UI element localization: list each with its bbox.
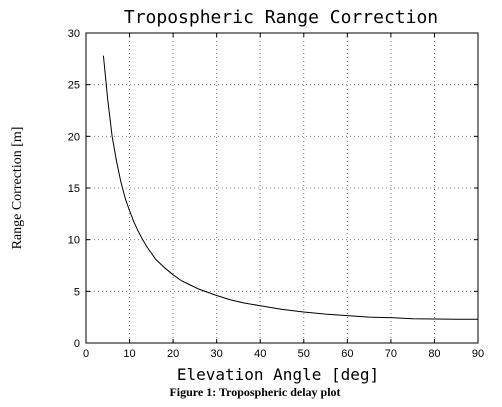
y-tick-label: 5 xyxy=(74,286,80,298)
y-tick-label: 15 xyxy=(68,183,80,195)
x-tick-label: 40 xyxy=(254,348,266,360)
x-tick-label: 50 xyxy=(298,348,310,360)
x-tick-label: 60 xyxy=(341,348,353,360)
x-tick-label: 80 xyxy=(428,348,440,360)
x-axis-label: Elevation Angle [deg] xyxy=(177,365,379,384)
x-tick-label: 20 xyxy=(167,348,179,360)
y-tick-label: 0 xyxy=(74,338,80,350)
y-tick-label: 20 xyxy=(68,131,80,143)
ticks: 0 10 20 30 40 50 60 70 80 90 0 5 10 15 20 25 30 xyxy=(68,28,484,360)
y-tick-label: 30 xyxy=(68,28,80,40)
figure-caption: Figure 1: Tropospheric delay plot xyxy=(169,385,340,399)
x-tick-label: 90 xyxy=(472,348,484,360)
y-axis-label: Range Correction [m] xyxy=(10,127,25,250)
series-layer xyxy=(102,55,478,320)
chart-title: Tropospheric Range Correction xyxy=(124,7,438,28)
series-line xyxy=(102,55,478,320)
x-tick-label: 70 xyxy=(385,348,397,360)
x-tick-label: 10 xyxy=(123,348,135,360)
x-tick-label: 30 xyxy=(211,348,223,360)
y-tick-label: 25 xyxy=(68,80,80,92)
y-tick-label: 10 xyxy=(68,235,80,247)
x-tick-label: 0 xyxy=(83,348,89,360)
grid xyxy=(86,33,478,343)
